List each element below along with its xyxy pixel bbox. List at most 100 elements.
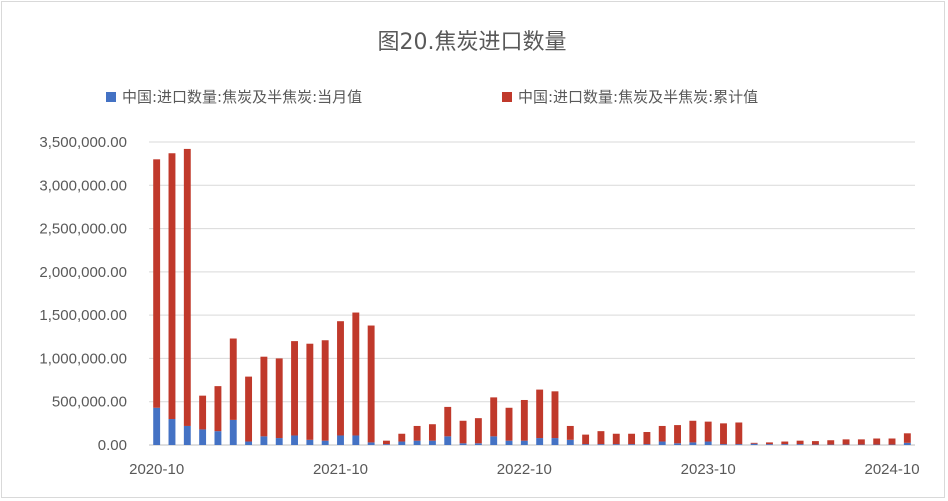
y-tick-label: 3,500,000.00 (39, 134, 127, 151)
bar-monthly (490, 436, 498, 445)
bar-cumulative (383, 440, 390, 445)
bar-cumulative (367, 325, 375, 443)
bar-monthly (674, 443, 681, 445)
bar-monthly (367, 442, 375, 445)
bar-cumulative (551, 391, 559, 439)
bar-cumulative (704, 421, 712, 442)
bar-cumulative (811, 441, 819, 445)
bar-monthly (260, 436, 268, 445)
bar-cumulative (275, 358, 283, 439)
bar-monthly (474, 443, 482, 445)
y-tick-label: 500,000.00 (52, 394, 127, 411)
bar-monthly (337, 435, 344, 445)
legend-swatch-monthly (106, 91, 116, 102)
x-tick-label: 2020-10 (129, 461, 184, 478)
bar-monthly (612, 444, 620, 445)
y-tick-label: 1,000,000.00 (39, 350, 127, 367)
bar-monthly (582, 444, 590, 445)
bar-monthly (735, 444, 743, 445)
bar-cumulative (199, 395, 207, 430)
bar-monthly (383, 444, 390, 445)
bar-cumulative (321, 340, 329, 441)
bar-monthly (505, 440, 513, 445)
bar-monthly (291, 435, 298, 445)
bar-monthly (428, 440, 436, 445)
bar-cumulative (766, 442, 773, 445)
bar-monthly (183, 425, 191, 445)
bar-cumulative (337, 321, 344, 436)
bar-monthly (520, 440, 528, 445)
y-tick-label: 2,500,000.00 (39, 221, 127, 238)
bar-monthly (199, 429, 207, 445)
bar-monthly (628, 444, 636, 445)
bar-cumulative (735, 422, 743, 445)
y-tick-label: 1,500,000.00 (39, 307, 127, 324)
bar-cumulative (612, 433, 620, 445)
chart-title: 图20.焦炭进口数量 (377, 30, 567, 55)
bar-cumulative (796, 440, 804, 445)
bar-cumulative (413, 425, 421, 441)
bar-monthly (566, 439, 574, 445)
legend-label-cumulative: 中国:进口数量:焦炭及半焦炭:累计值 (518, 88, 759, 106)
bar-monthly (643, 444, 651, 445)
bar-cumulative (428, 424, 436, 441)
bar-cumulative (566, 425, 574, 440)
bar-cumulative (245, 376, 253, 442)
legend-item-monthly: 中国:进口数量:焦炭及半焦炭:当月值 (106, 86, 362, 107)
bar-monthly (168, 419, 176, 445)
bar-monthly (903, 442, 911, 445)
bar-cumulative (781, 441, 789, 445)
bar-monthly (536, 438, 544, 445)
bar-monthly (321, 440, 329, 445)
bar-monthly (781, 444, 789, 445)
bar-monthly (689, 442, 697, 445)
bar-monthly (551, 438, 559, 445)
bar-cumulative (643, 432, 651, 445)
bar-cumulative (903, 433, 911, 443)
bar-monthly (245, 441, 253, 445)
bar-monthly (352, 435, 360, 445)
bar-cumulative (505, 407, 513, 441)
bar-cumulative (674, 425, 681, 444)
bar-cumulative (842, 439, 850, 445)
bar-cumulative (168, 153, 176, 420)
bar-monthly (214, 431, 222, 445)
bar-cumulative (153, 159, 161, 408)
bar-cumulative (750, 442, 758, 444)
bar-cumulative (352, 312, 360, 436)
bar-cumulative (582, 434, 590, 445)
x-tick-label: 2022-10 (497, 461, 552, 478)
bar-monthly (720, 444, 727, 445)
bar-cumulative (306, 343, 314, 440)
bar-monthly (766, 444, 773, 445)
bar-cumulative (490, 397, 498, 437)
bar-cumulative (857, 439, 865, 445)
legend-label-monthly: 中国:进口数量:焦炭及半焦炭:当月值 (122, 88, 363, 106)
x-tick-label: 2023-10 (681, 461, 736, 478)
bar-cumulative (214, 386, 222, 432)
bar-monthly (704, 441, 712, 445)
bar-cumulative (398, 433, 406, 442)
bar-monthly (750, 443, 758, 445)
x-tick-label: 2021-10 (313, 461, 368, 478)
bar-cumulative (827, 440, 835, 445)
bar-cumulative (720, 423, 727, 445)
y-tick-label: 0.00 (98, 437, 127, 454)
bar-cumulative (597, 431, 605, 445)
bar-cumulative (229, 338, 237, 420)
y-tick-label: 3,000,000.00 (39, 177, 127, 194)
x-tick-label: 2024-10 (864, 461, 919, 478)
bar-monthly (444, 436, 452, 445)
bar-cumulative (183, 148, 191, 426)
bar-cumulative (628, 433, 636, 445)
bar-cumulative (888, 438, 896, 445)
bar-cumulative (444, 406, 452, 437)
legend-swatch-cumulative (502, 91, 512, 102)
bar-monthly (275, 438, 283, 445)
y-tick-label: 2,000,000.00 (39, 264, 127, 281)
bar-cumulative (291, 341, 298, 436)
bar-monthly (153, 407, 161, 445)
bar-monthly (413, 440, 421, 445)
bar-monthly (796, 444, 804, 445)
